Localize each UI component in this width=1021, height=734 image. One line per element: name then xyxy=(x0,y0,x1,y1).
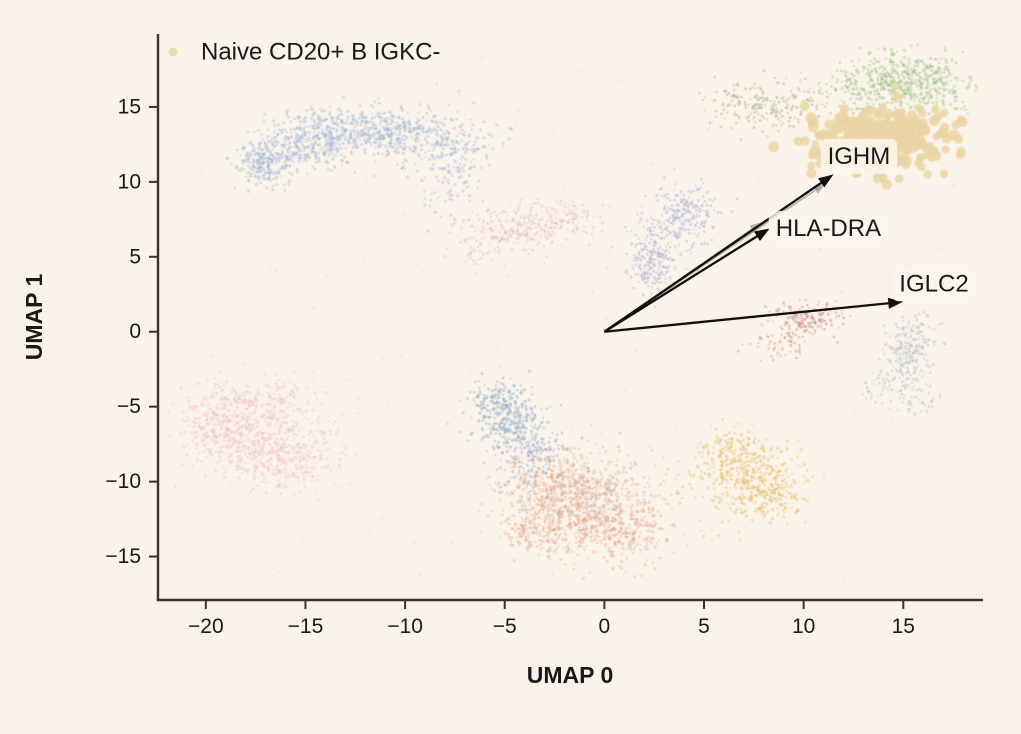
gene-loading-arrows: IGHM HLA-DRA IGLC2 xyxy=(603,138,976,333)
x-tick-label: 0 xyxy=(599,615,611,638)
y-axis-ticks: −15 −10 −5 0 5 10 15 xyxy=(105,95,158,568)
y-tick-label: 5 xyxy=(129,245,141,268)
x-tick-label: 5 xyxy=(698,615,710,638)
y-axis-title: UMAP 1 xyxy=(21,274,47,361)
x-tick-label: 10 xyxy=(792,615,815,638)
arrow-shaft xyxy=(603,178,827,333)
arrow-shaft xyxy=(603,232,763,333)
legend: Naive CD20+ B IGKC- xyxy=(168,39,440,66)
gene-label-box xyxy=(892,266,976,302)
arrow-head xyxy=(818,174,834,188)
y-tick-label: 0 xyxy=(129,320,141,343)
x-axis-ticks: −20 −15 −10 −5 0 5 10 15 xyxy=(188,600,915,638)
gene-label-box xyxy=(768,210,889,246)
y-tick-label: −10 xyxy=(105,470,141,493)
gene-label-iglc2: IGLC2 xyxy=(899,270,968,297)
arrow-head xyxy=(754,228,770,241)
legend-label: Naive CD20+ B IGKC- xyxy=(201,39,440,66)
gene-label-box xyxy=(820,138,898,174)
x-tick-label: −5 xyxy=(493,615,517,638)
x-axis-title: UMAP 0 xyxy=(527,662,614,688)
x-tick-label: −10 xyxy=(387,615,423,638)
gene-label-hla-dra: HLA-DRA xyxy=(776,215,881,242)
x-tick-label: −20 xyxy=(188,615,224,638)
y-tick-label: −15 xyxy=(105,545,141,568)
arrow-head xyxy=(887,297,904,309)
y-tick-label: 10 xyxy=(118,170,141,193)
gene-label-ighm: IGHM xyxy=(828,143,891,170)
x-tick-label: −15 xyxy=(288,615,324,638)
arrow-shaft xyxy=(604,301,895,333)
x-tick-label: 15 xyxy=(892,615,915,638)
y-tick-label: 15 xyxy=(118,95,141,118)
y-tick-label: −5 xyxy=(117,395,141,418)
legend-marker-dot xyxy=(168,47,178,57)
axes xyxy=(156,34,983,602)
